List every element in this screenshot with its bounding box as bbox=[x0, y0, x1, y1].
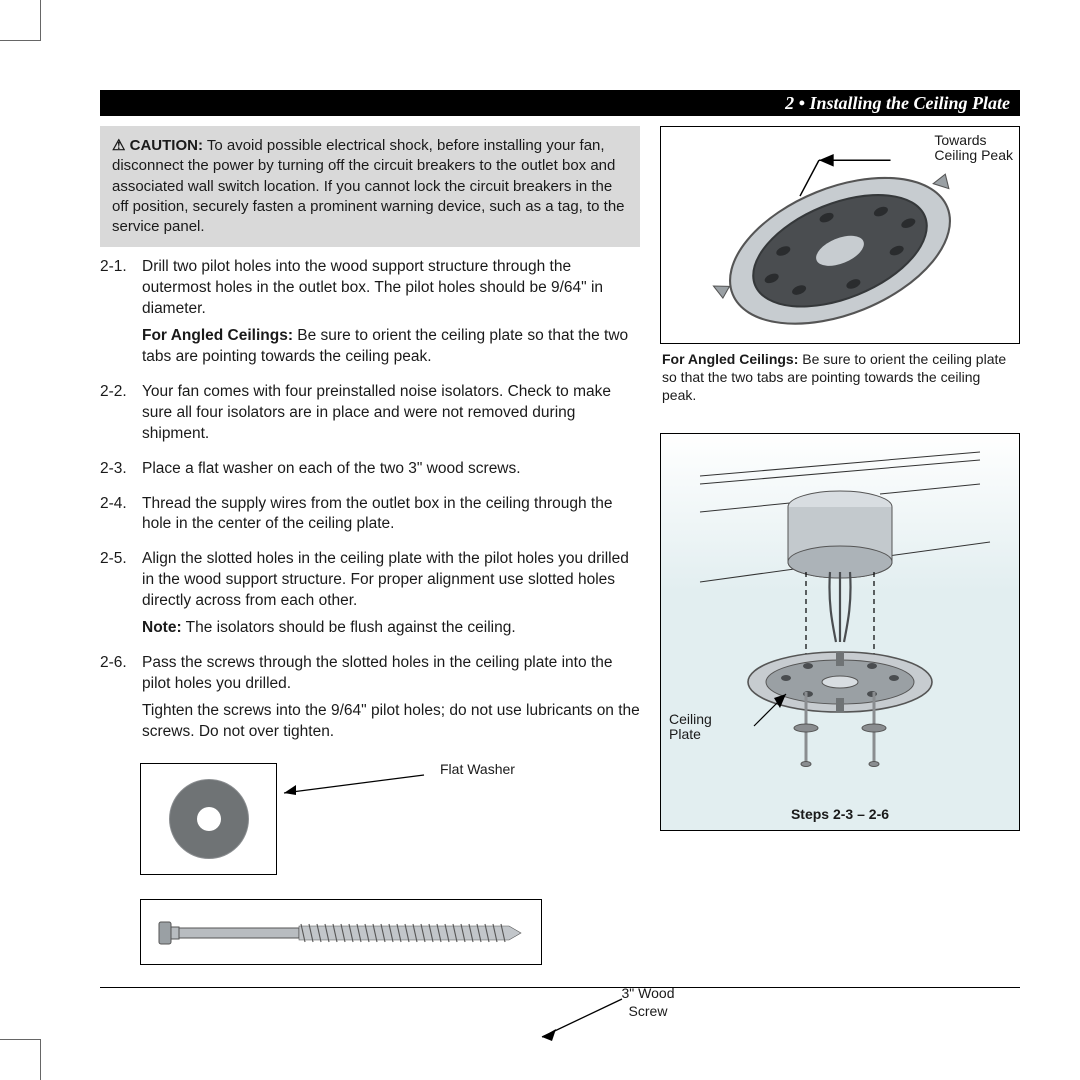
step-number: 2-3. bbox=[100, 459, 142, 486]
step-body: Your fan comes with four preinstalled no… bbox=[142, 382, 640, 451]
caution-label: CAUTION: bbox=[130, 137, 203, 154]
step-item: 2-1.Drill two pilot holes into the wood … bbox=[100, 257, 640, 374]
step-paragraph: Place a flat washer on each of the two 3… bbox=[142, 459, 640, 480]
step-number: 2-2. bbox=[100, 382, 142, 451]
arrow-label-1: Towards bbox=[934, 132, 986, 148]
bottom-rule bbox=[100, 987, 1020, 988]
arrow bbox=[522, 993, 642, 1049]
step-paragraph: Drill two pilot holes into the wood supp… bbox=[142, 257, 640, 320]
step-paragraph: Note: The isolators should be flush agai… bbox=[142, 618, 640, 639]
figure-caption-1: For Angled Ceilings: Be sure to orient t… bbox=[662, 350, 1018, 405]
page: 5 2 • Installing the Ceiling Plate ⚠ CAU… bbox=[0, 0, 1080, 1038]
wood-screw-icon bbox=[151, 912, 531, 952]
ceiling-plate-angled-icon bbox=[669, 135, 1011, 335]
step-body: Thread the supply wires from the outlet … bbox=[142, 494, 640, 542]
figure-caption-2: Steps 2-3 – 2-6 bbox=[663, 805, 1017, 823]
washer-label: Flat Washer bbox=[440, 761, 515, 777]
step-item: 2-5.Align the slotted holes in the ceili… bbox=[100, 549, 640, 645]
step-item: 2-6.Pass the screws through the slotted … bbox=[100, 653, 640, 749]
step-paragraph: Align the slotted holes in the ceiling p… bbox=[142, 549, 640, 612]
ceiling-install-icon bbox=[669, 442, 1011, 822]
step-paragraph: Pass the screws through the slotted hole… bbox=[142, 653, 640, 695]
step-number: 2-4. bbox=[100, 494, 142, 542]
step-paragraph: For Angled Ceilings: Be sure to orient t… bbox=[142, 326, 640, 368]
crop-mark bbox=[0, 1039, 41, 1080]
step-paragraph: Thread the supply wires from the outlet … bbox=[142, 494, 640, 536]
arrow bbox=[274, 771, 444, 801]
step-body: Pass the screws through the slotted hole… bbox=[142, 653, 640, 749]
step-body: Place a flat washer on each of the two 3… bbox=[142, 459, 640, 486]
step-item: 2-4.Thread the supply wires from the out… bbox=[100, 494, 640, 542]
step-paragraph: Tighten the screws into the 9/64" pilot … bbox=[142, 701, 640, 743]
figure-install-steps: Ceiling Plate Steps 2-3 – 2-6 bbox=[660, 433, 1020, 831]
figure-washer: Flat Washer bbox=[140, 763, 640, 875]
arrow-label-2: Ceiling Peak bbox=[934, 147, 1013, 163]
ceiling-plate-label-1: Ceiling bbox=[669, 711, 712, 727]
step-list: 2-1.Drill two pilot holes into the wood … bbox=[100, 257, 640, 749]
ceiling-plate-label-2: Plate bbox=[669, 726, 701, 742]
step-item: 2-3.Place a flat washer on each of the t… bbox=[100, 459, 640, 486]
step-body: Drill two pilot holes into the wood supp… bbox=[142, 257, 640, 374]
caution-box: ⚠ CAUTION: To avoid possible electrical … bbox=[100, 126, 640, 247]
step-item: 2-2.Your fan comes with four preinstalle… bbox=[100, 382, 640, 451]
figure-angled-ceiling: Towards Ceiling Peak bbox=[660, 126, 1020, 344]
step-number: 2-6. bbox=[100, 653, 142, 749]
flat-washer-icon bbox=[164, 774, 254, 864]
step-number: 2-1. bbox=[100, 257, 142, 374]
step-number: 2-5. bbox=[100, 549, 142, 645]
section-header: 2 • Installing the Ceiling Plate bbox=[100, 90, 1020, 116]
step-body: Align the slotted holes in the ceiling p… bbox=[142, 549, 640, 645]
step-paragraph: Your fan comes with four preinstalled no… bbox=[142, 382, 640, 445]
